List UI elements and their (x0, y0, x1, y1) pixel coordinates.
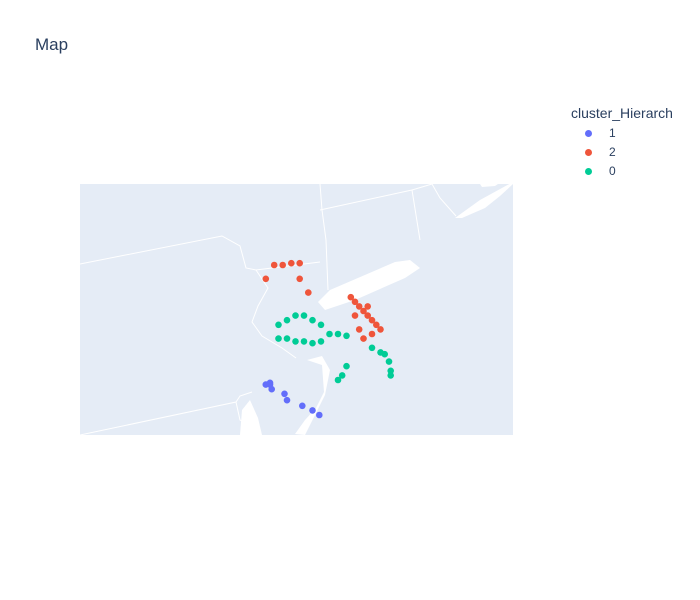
point-cluster-0[interactable] (381, 351, 388, 358)
point-cluster-0[interactable] (335, 377, 342, 384)
legend-label-2: 2 (609, 144, 616, 160)
legend-marker-2 (585, 149, 592, 156)
point-cluster-0[interactable] (343, 333, 350, 340)
point-cluster-0[interactable] (343, 363, 350, 370)
point-cluster-0[interactable] (275, 335, 282, 342)
point-cluster-1[interactable] (309, 407, 316, 414)
legend-marker-0 (585, 168, 592, 175)
point-cluster-2[interactable] (296, 276, 303, 283)
point-cluster-1[interactable] (299, 403, 306, 410)
point-cluster-0[interactable] (309, 317, 316, 324)
point-cluster-1[interactable] (284, 397, 291, 404)
point-cluster-0[interactable] (335, 331, 342, 338)
point-cluster-0[interactable] (301, 312, 308, 319)
map-land (80, 182, 513, 435)
point-cluster-2[interactable] (352, 312, 359, 319)
point-cluster-0[interactable] (318, 338, 325, 345)
point-cluster-0[interactable] (275, 322, 282, 329)
point-cluster-2[interactable] (360, 335, 367, 342)
point-cluster-0[interactable] (386, 358, 393, 365)
point-cluster-0[interactable] (284, 317, 291, 324)
point-cluster-0[interactable] (292, 338, 299, 345)
point-cluster-0[interactable] (292, 312, 299, 319)
point-cluster-2[interactable] (305, 289, 312, 296)
point-cluster-0[interactable] (318, 322, 325, 329)
point-cluster-0[interactable] (369, 345, 376, 352)
point-cluster-0[interactable] (387, 372, 394, 379)
point-cluster-0[interactable] (309, 340, 316, 347)
land-area (80, 184, 513, 435)
point-cluster-0[interactable] (301, 338, 308, 345)
point-cluster-2[interactable] (263, 276, 270, 283)
point-cluster-0[interactable] (284, 335, 291, 342)
legend-marker-1 (585, 130, 592, 137)
point-cluster-2[interactable] (288, 260, 295, 267)
point-cluster-2[interactable] (296, 260, 303, 267)
point-cluster-1[interactable] (281, 391, 288, 398)
point-cluster-1[interactable] (267, 380, 274, 387)
point-cluster-2[interactable] (364, 303, 371, 310)
legend-label-0: 0 (609, 163, 616, 179)
legend-title: cluster_Hierarch (571, 105, 673, 121)
point-cluster-0[interactable] (326, 331, 333, 338)
point-cluster-2[interactable] (356, 326, 363, 333)
legend-label-1: 1 (609, 125, 616, 141)
legend: cluster_Hierarch 1 2 0 (571, 105, 673, 121)
point-cluster-1[interactable] (316, 412, 323, 419)
point-cluster-2[interactable] (271, 262, 278, 269)
point-cluster-2[interactable] (377, 326, 384, 333)
point-cluster-1[interactable] (268, 386, 275, 393)
point-cluster-2[interactable] (279, 262, 286, 269)
point-cluster-2[interactable] (369, 331, 376, 338)
